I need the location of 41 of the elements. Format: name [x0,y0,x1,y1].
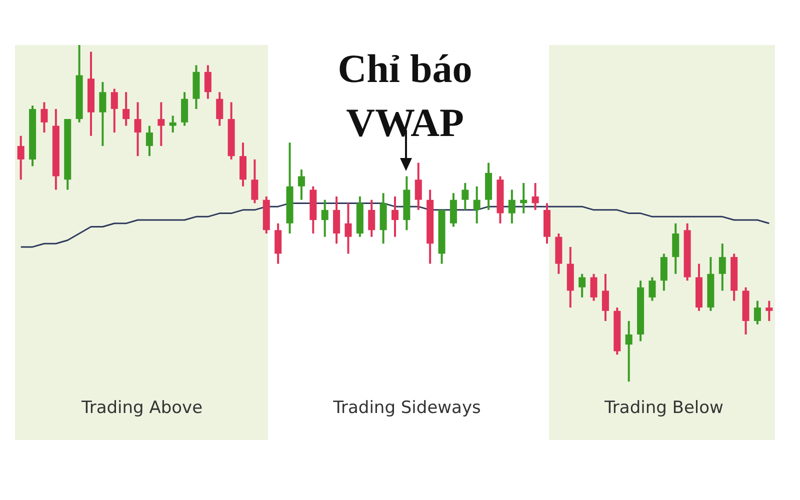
candlestick [368,198,376,238]
candlestick [344,202,352,255]
candlestick [251,158,258,204]
candlestick [672,222,680,275]
candlestick [333,195,340,245]
candlestick [602,272,609,322]
text: Trading Sideways [332,398,482,418]
text: Chỉ báo VWAP [336,45,474,147]
candlestick [462,182,469,211]
candlestick [391,195,399,238]
candlestick [718,242,726,292]
text: Trading Below [604,398,724,418]
candlestick [146,124,153,158]
candlestick [450,192,457,228]
candlestick [239,142,247,188]
candlestick [648,276,656,302]
candlestick [169,114,176,134]
candlestick [473,185,480,224]
candlestick [158,101,165,147]
candlestick [660,252,668,292]
candlestick [625,320,632,383]
candlestick [204,64,212,100]
candlestick [40,101,48,134]
candlestick [110,88,118,134]
text: Trading Above [80,398,204,418]
candlestick [17,134,24,181]
candlestick [298,168,305,201]
candlestick [532,182,539,211]
candlestick [590,272,598,302]
candlestick [766,300,773,322]
candlestick [216,91,224,127]
candlestick [274,222,282,265]
candlestick [181,91,188,127]
candlestick [122,91,130,127]
candlestick [414,162,422,211]
candlestick [578,272,586,298]
candlestick [508,188,516,224]
candlestick [321,198,328,238]
candlestick [134,101,142,158]
candlestick [99,81,106,147]
candlestick [754,300,761,326]
